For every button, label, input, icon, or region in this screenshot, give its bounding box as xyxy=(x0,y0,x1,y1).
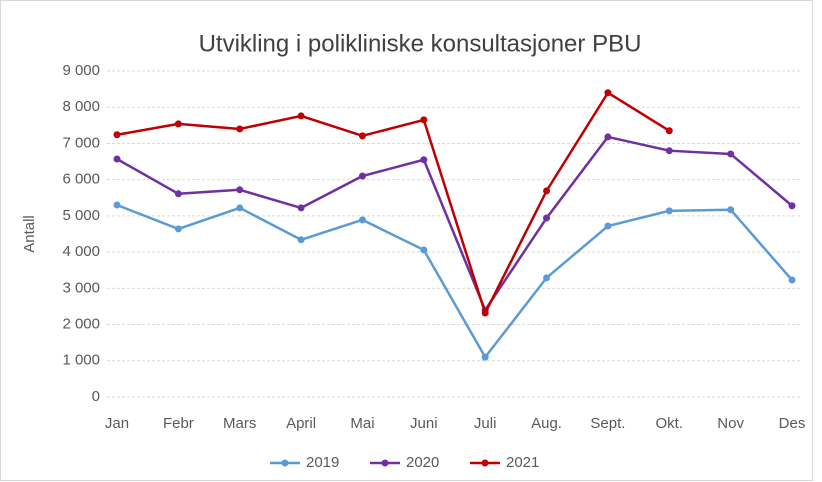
data-point xyxy=(358,132,366,140)
data-point xyxy=(358,172,366,180)
y-tick-label: 9 000 xyxy=(62,62,100,79)
x-tick-label: Juni xyxy=(410,415,438,432)
data-point xyxy=(236,186,244,194)
y-tick-label: 2 000 xyxy=(62,316,100,333)
y-tick-label: 3 000 xyxy=(62,279,100,296)
y-tick-label: 6 000 xyxy=(62,171,100,188)
x-tick-label: Mars xyxy=(223,415,256,432)
data-point xyxy=(727,150,735,158)
series-line xyxy=(116,135,793,312)
x-tick-label: Jan xyxy=(105,415,129,432)
data-point xyxy=(604,133,612,141)
legend-label: 2020 xyxy=(406,454,439,471)
data-point xyxy=(481,353,489,361)
legend-label: 2021 xyxy=(506,454,539,471)
x-tick-label: Okt. xyxy=(656,415,684,432)
data-point xyxy=(788,276,796,284)
legend-label: 2019 xyxy=(306,454,339,471)
data-point xyxy=(113,155,121,163)
data-point xyxy=(727,206,735,214)
y-tick-label: 5 000 xyxy=(62,207,100,224)
y-tick-label: 0 xyxy=(92,388,100,405)
data-point xyxy=(297,236,305,244)
x-tick-label: Sept. xyxy=(590,415,625,432)
data-point xyxy=(174,225,182,233)
data-point xyxy=(604,222,612,230)
data-point xyxy=(113,131,121,139)
legend-marker xyxy=(381,459,389,467)
data-point xyxy=(543,274,551,282)
data-point xyxy=(358,216,366,224)
data-point xyxy=(420,156,428,164)
x-tick-label: Nov xyxy=(717,415,744,432)
data-point xyxy=(174,190,182,198)
data-point xyxy=(543,187,551,195)
data-point xyxy=(481,309,489,317)
data-point xyxy=(604,89,612,97)
data-point xyxy=(665,127,673,135)
data-point xyxy=(297,112,305,120)
x-tick-label: Juli xyxy=(474,415,497,432)
data-point xyxy=(788,202,796,210)
data-point xyxy=(236,204,244,212)
data-point xyxy=(420,246,428,254)
series-line xyxy=(116,91,670,315)
data-point xyxy=(236,125,244,133)
data-point xyxy=(113,201,121,209)
data-point xyxy=(665,207,673,215)
y-axis-label: Antall xyxy=(21,215,38,253)
y-tick-label: 1 000 xyxy=(62,352,100,369)
data-point xyxy=(297,204,305,212)
data-point xyxy=(665,147,673,155)
data-point xyxy=(543,214,551,222)
x-tick-label: Mai xyxy=(350,415,374,432)
x-tick-label: April xyxy=(286,415,316,432)
y-tick-label: 7 000 xyxy=(62,134,100,151)
data-point xyxy=(174,120,182,128)
legend-marker xyxy=(281,459,289,467)
series-line xyxy=(116,203,793,359)
chart-title: Utvikling i polikliniske konsultasjoner … xyxy=(199,30,642,57)
x-tick-label: Des xyxy=(779,415,806,432)
y-tick-label: 4 000 xyxy=(62,243,100,260)
x-tick-label: Febr xyxy=(163,415,194,432)
x-tick-label: Aug. xyxy=(531,415,562,432)
y-tick-label: 8 000 xyxy=(62,98,100,115)
legend-marker xyxy=(481,459,489,467)
data-point xyxy=(420,116,428,124)
